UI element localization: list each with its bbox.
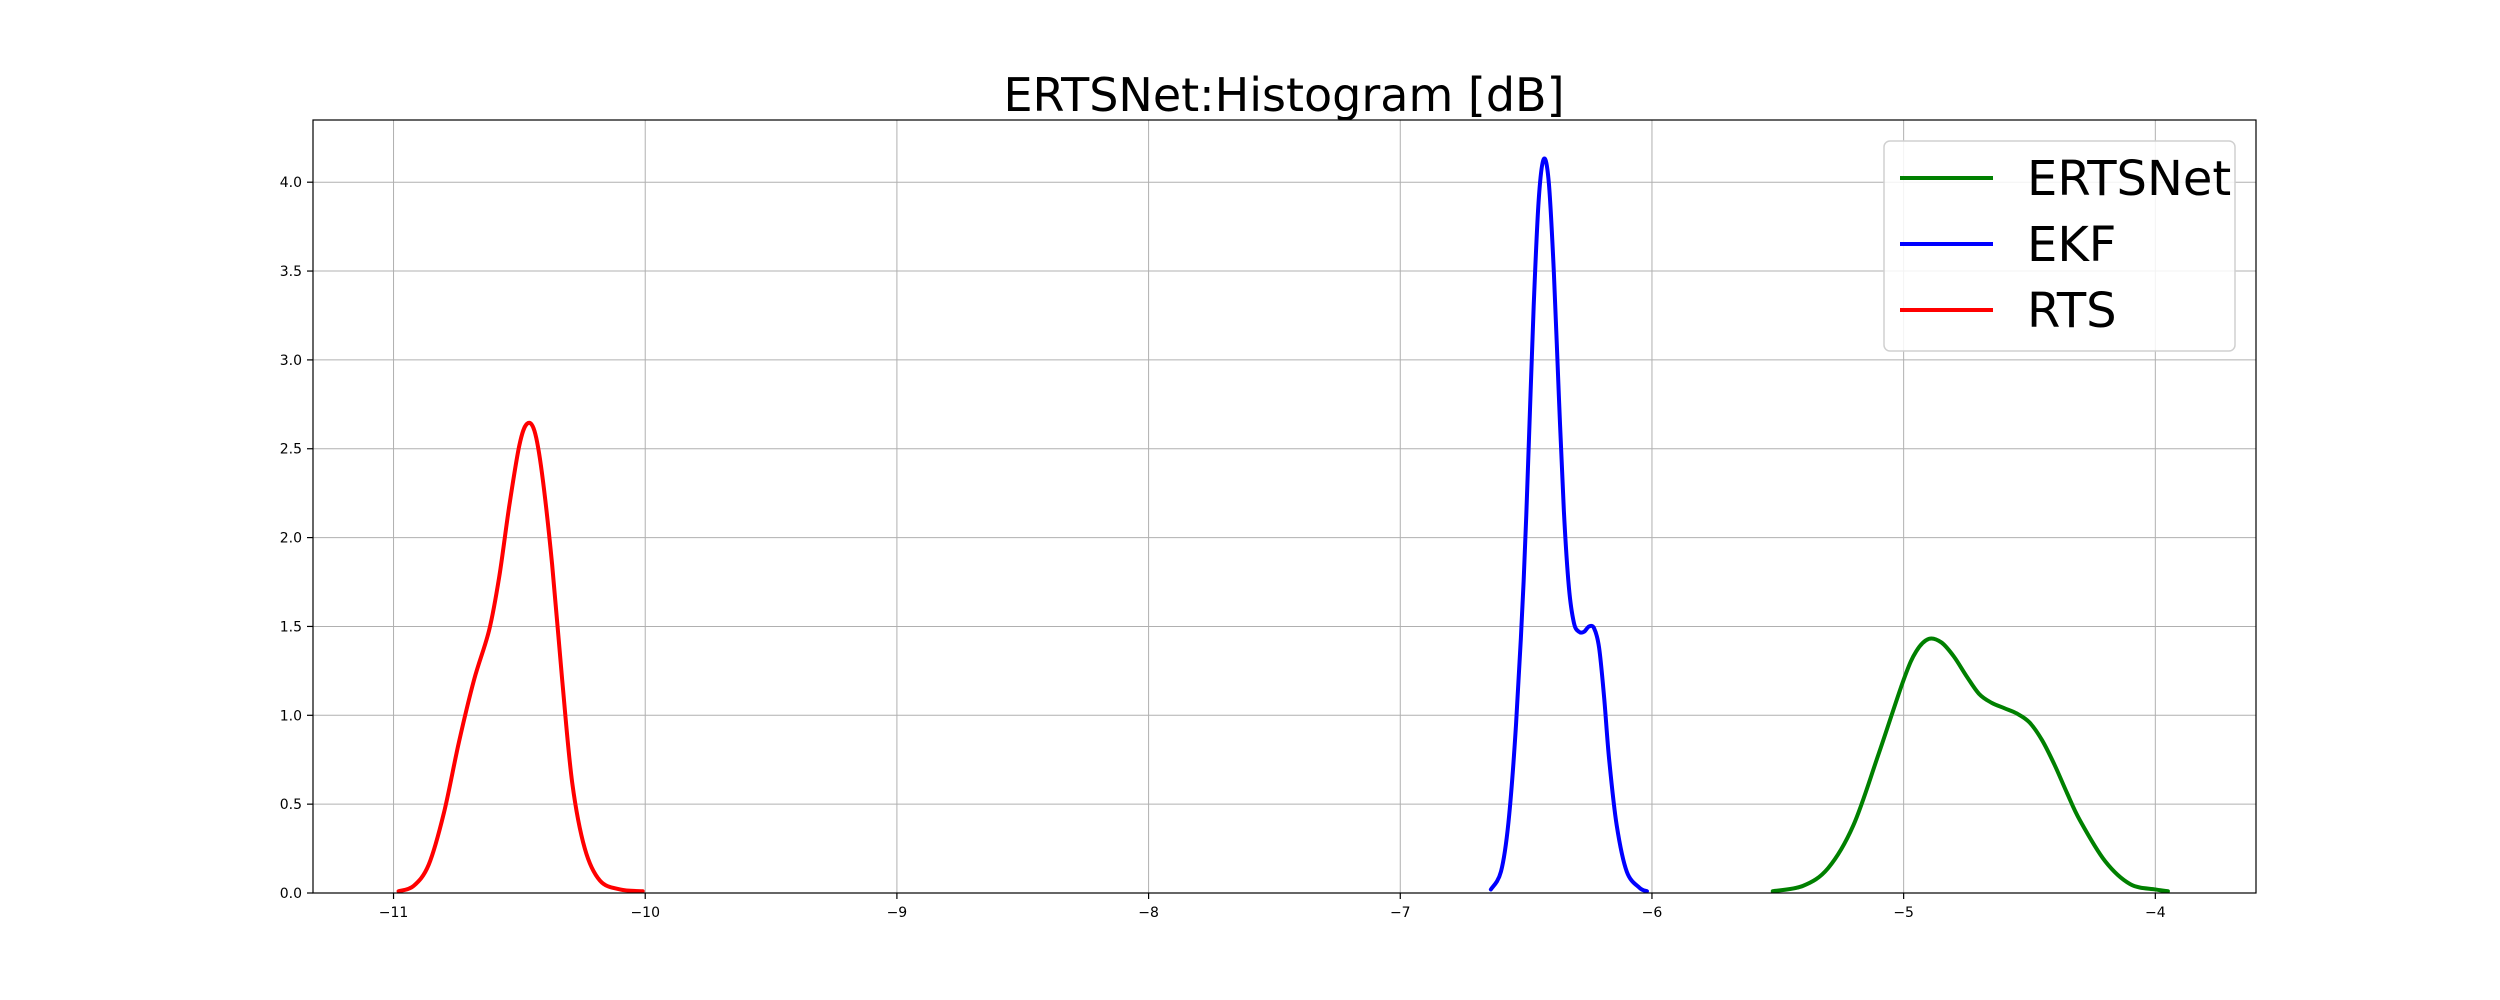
x-tick-label: −4 (2145, 905, 2166, 921)
series-line-ertsnet (1770, 636, 2170, 894)
x-tick-label: −7 (1390, 905, 1411, 921)
y-tick-label: 4.0 (280, 175, 302, 191)
x-tick-label: −6 (1642, 905, 1663, 921)
x-tick-label: −11 (379, 905, 409, 921)
y-tick-label: 2.5 (280, 442, 302, 458)
y-axis-ticks: 0.0 0.5 1.0 1.5 2.0 2.5 3.0 3.5 4.0 (280, 175, 313, 902)
series-lines (396, 156, 2170, 894)
plot-frame (312, 119, 2257, 894)
x-tick-label: −5 (1893, 905, 1914, 921)
legend-label-rts: RTS (2027, 283, 2117, 339)
x-axis-ticks: −11 −10 −9 −8 −7 −6 −5 −4 (379, 893, 2166, 921)
y-tick-label: 2.0 (280, 531, 302, 547)
legend-label-ertsnet: ERTSNet (2027, 151, 2231, 207)
y-tick-label: 3.0 (280, 353, 302, 369)
x-tick-label: −9 (887, 905, 908, 921)
y-tick-label: 0.5 (280, 797, 302, 813)
x-tick-label: −10 (630, 905, 660, 921)
chart-title: ERTSNet:Histogram [dB] (1003, 68, 1564, 122)
y-tick-label: 1.0 (280, 708, 302, 724)
legend: ERTSNet EKF RTS (1883, 140, 2236, 352)
series-line-ekf (1488, 156, 1649, 894)
series-line-rts (396, 420, 645, 894)
y-tick-label: 1.5 (280, 619, 302, 635)
x-tick-label: −8 (1138, 905, 1159, 921)
y-tick-label: 0.0 (280, 886, 302, 902)
y-tick-label: 3.5 (280, 264, 302, 280)
legend-label-ekf: EKF (2027, 217, 2116, 273)
legend-box (1883, 140, 2236, 352)
